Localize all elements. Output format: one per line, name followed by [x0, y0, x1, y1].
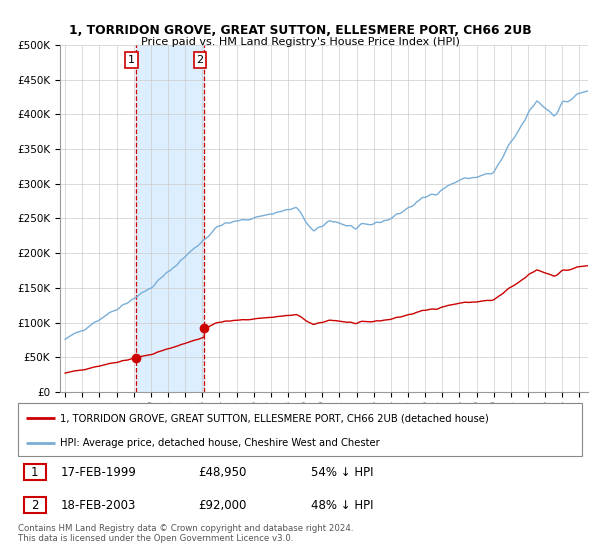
Text: 1, TORRIDON GROVE, GREAT SUTTON, ELLESMERE PORT, CH66 2UB: 1, TORRIDON GROVE, GREAT SUTTON, ELLESME… — [68, 24, 532, 38]
Text: 48% ↓ HPI: 48% ↓ HPI — [311, 498, 374, 512]
Text: 1: 1 — [31, 465, 38, 479]
Text: HPI: Average price, detached house, Cheshire West and Chester: HPI: Average price, detached house, Ches… — [60, 438, 380, 448]
Text: Price paid vs. HM Land Registry's House Price Index (HPI): Price paid vs. HM Land Registry's House … — [140, 37, 460, 47]
Text: 18-FEB-2003: 18-FEB-2003 — [60, 498, 136, 512]
Bar — [136, 45, 205, 392]
Text: 2: 2 — [196, 55, 203, 65]
Text: 17-FEB-1999: 17-FEB-1999 — [60, 465, 136, 479]
Text: 2: 2 — [31, 498, 38, 512]
Text: Contains HM Land Registry data © Crown copyright and database right 2024.
This d: Contains HM Land Registry data © Crown c… — [18, 524, 353, 543]
FancyBboxPatch shape — [18, 403, 582, 456]
FancyBboxPatch shape — [23, 497, 46, 513]
Text: £48,950: £48,950 — [199, 465, 247, 479]
Text: 1, TORRIDON GROVE, GREAT SUTTON, ELLESMERE PORT, CH66 2UB (detached house): 1, TORRIDON GROVE, GREAT SUTTON, ELLESME… — [60, 413, 489, 423]
Text: 54% ↓ HPI: 54% ↓ HPI — [311, 465, 374, 479]
FancyBboxPatch shape — [23, 464, 46, 480]
Text: 1: 1 — [128, 55, 135, 65]
Text: £92,000: £92,000 — [199, 498, 247, 512]
